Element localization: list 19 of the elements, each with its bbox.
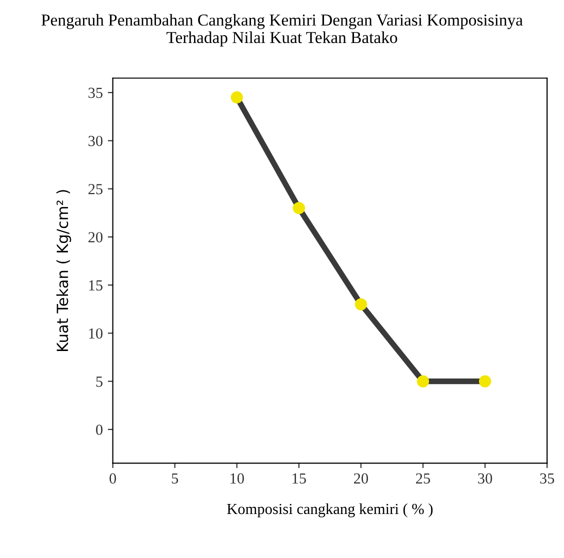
x-tick-label: 25 [416,473,430,484]
y-tick-label: 5 [96,376,102,387]
y-axis-title: Kuat Tekan ( Kg/cm² ) [56,190,72,351]
y-tick-label: 35 [88,88,102,98]
x-axis-title: Komposisi cangkang kemiri ( % ) [227,503,433,518]
y-tick-label: 15 [89,280,102,291]
y-tick-label: 20 [88,232,102,242]
y-tick-label: 0 [96,424,102,435]
x-tick-label: 15 [292,473,306,484]
y-tick-label: 10 [89,328,102,339]
x-tick-label: 35 [540,473,554,484]
x-tick-label: 5 [172,473,178,484]
x-tick-label: 20 [354,473,368,484]
y-tick-label: 25 [88,184,102,194]
x-tick-label: 30 [478,473,492,484]
chart-title: Pengaruh Penambahan Cangkang Kemiri Dengan Variasi Komposisinya Terhadap Nilai Kuat Tekan Batako [41,14,523,47]
x-tick-label: 0 [110,473,116,484]
x-tick-label: 10 [230,473,244,484]
y-tick-label: 30 [88,136,102,146]
